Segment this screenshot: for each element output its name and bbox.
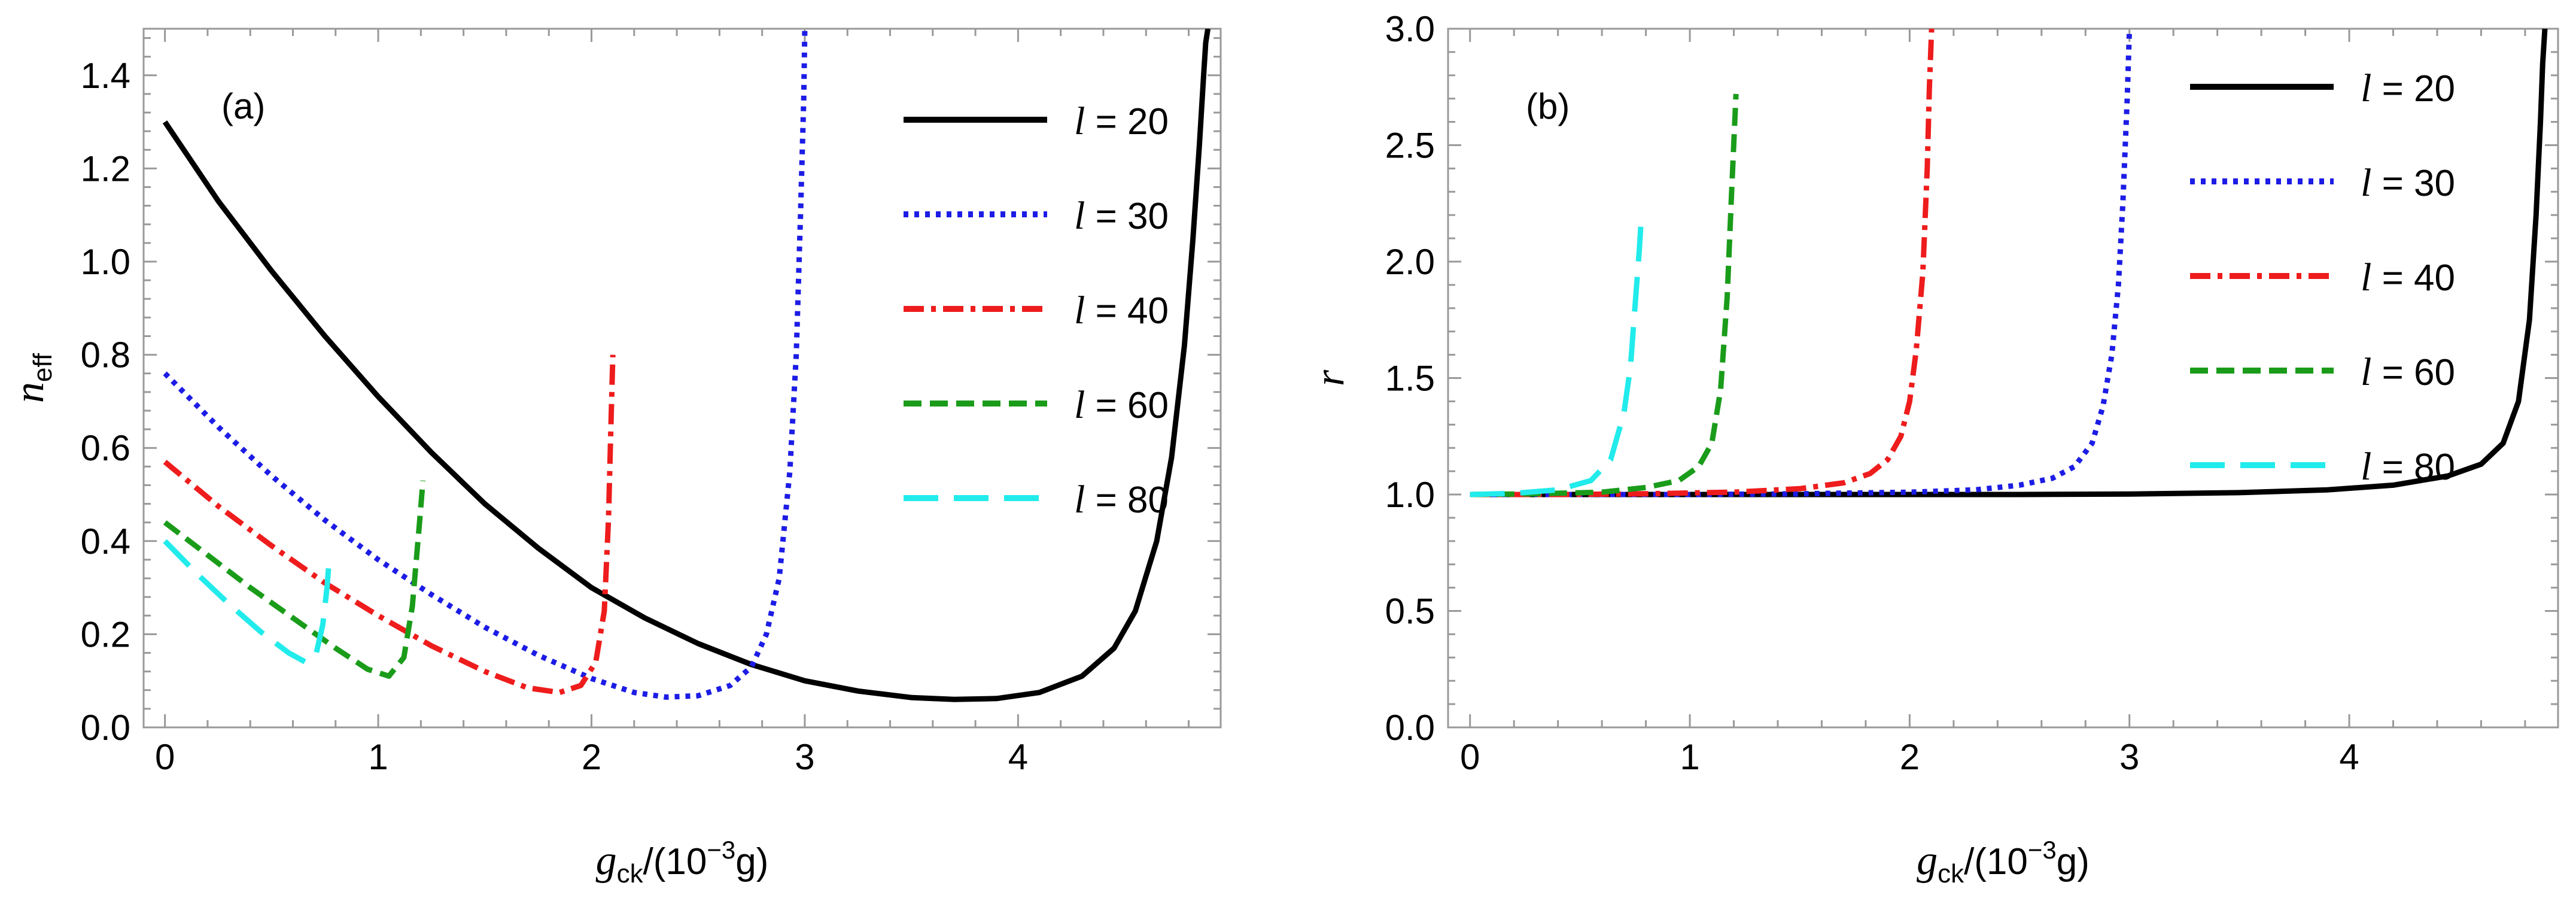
x-tick-label: 0 bbox=[155, 737, 175, 777]
x-axis-title: gck/(10−3g) bbox=[1917, 836, 2090, 888]
legend-label: l = 60 bbox=[1074, 383, 1169, 427]
legend-label: l = 40 bbox=[1074, 289, 1169, 332]
y-tick-label: 0.2 bbox=[81, 614, 130, 654]
legend-label: l = 30 bbox=[2361, 161, 2455, 205]
x-tick-label: 0 bbox=[1460, 737, 1480, 777]
series-line-l60 bbox=[163, 480, 426, 679]
y-tick-label: 0.0 bbox=[1385, 708, 1435, 748]
panel-a: 0 1 2 3 4 0.0 0.2 0.4 0.6 0.8 1.0 1.2 1.4 gck/(10−3g)… bbox=[7, 28, 1222, 888]
y-tick-label: 0.0 bbox=[81, 708, 130, 748]
x-tick-label: 4 bbox=[1008, 737, 1028, 777]
series-line-l80 bbox=[1470, 214, 1644, 497]
legend-label: l = 80 bbox=[1074, 478, 1169, 521]
series-line-l30 bbox=[1470, 29, 2133, 497]
y-tick-label: 2.0 bbox=[1385, 242, 1435, 282]
x-tick-label: 4 bbox=[2339, 737, 2359, 777]
y-tick-label: 1.4 bbox=[81, 56, 130, 96]
y-tick-label: 0.5 bbox=[1385, 591, 1435, 632]
series-line-l20 bbox=[1470, 29, 2548, 497]
y-tick-label: 1.0 bbox=[1385, 475, 1435, 515]
series-line-l80 bbox=[163, 539, 332, 665]
y-tick-label: 0.4 bbox=[81, 521, 130, 562]
x-axis-title: gck/(10−3g) bbox=[596, 836, 769, 888]
x-tick-label: 1 bbox=[368, 737, 388, 777]
y-tick-label: 0.8 bbox=[81, 335, 130, 375]
y-tick-label: 0.6 bbox=[81, 428, 130, 468]
plot-frame bbox=[142, 28, 1222, 729]
y-tick-label: 1.5 bbox=[1385, 359, 1435, 399]
legend-label: l = 60 bbox=[2361, 350, 2455, 394]
y-axis-title: r bbox=[1307, 369, 1353, 386]
x-tick-label: 1 bbox=[1680, 737, 1699, 777]
series-line-l40 bbox=[1470, 29, 1935, 497]
legend-label: l = 20 bbox=[1074, 99, 1169, 143]
x-tick-label: 3 bbox=[795, 737, 814, 777]
series-line-l30 bbox=[163, 29, 808, 700]
panel-b: 0 1 2 3 4 0.0 0.5 1.0 1.5 2.0 2.5 3.0 gck/(10−3g) r (b… bbox=[1307, 9, 2559, 888]
legend-label: l = 40 bbox=[2361, 256, 2455, 299]
y-tick-label: 3.0 bbox=[1385, 9, 1435, 49]
legend-label: l = 30 bbox=[1074, 194, 1169, 238]
x-tick-label: 2 bbox=[1900, 737, 1920, 777]
x-tick-label: 3 bbox=[2119, 737, 2139, 777]
legend-label: l = 20 bbox=[2361, 66, 2455, 110]
y-tick-label: 2.5 bbox=[1385, 126, 1435, 166]
legend-label: l = 80 bbox=[2361, 445, 2455, 489]
series-line-l60 bbox=[1470, 93, 1739, 497]
panel-label: (b) bbox=[1526, 86, 1570, 126]
x-tick-label: 2 bbox=[582, 737, 601, 777]
y-tick-label: 1.0 bbox=[81, 242, 130, 282]
series-line-l20 bbox=[162, 29, 1211, 702]
panel-label: (a) bbox=[221, 86, 265, 126]
y-axis-title: neff bbox=[7, 353, 57, 403]
y-tick-label: 1.2 bbox=[81, 148, 130, 189]
